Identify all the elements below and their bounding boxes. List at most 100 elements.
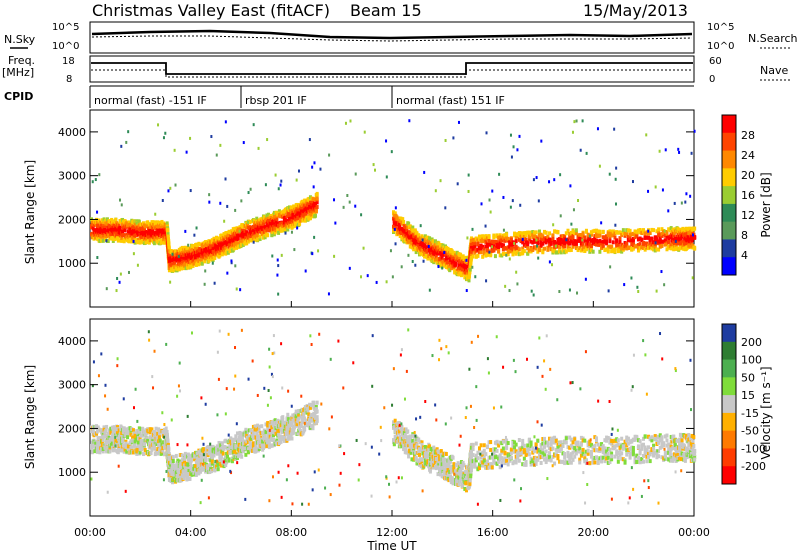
power-cell	[234, 264, 237, 268]
power-cell	[105, 287, 108, 291]
power-cell	[476, 238, 480, 243]
velocity-cell	[160, 442, 164, 447]
power-cell	[608, 229, 612, 234]
power-cell	[393, 227, 396, 231]
power-cell	[256, 237, 260, 242]
power-cell	[183, 245, 187, 250]
power-cell	[122, 239, 126, 244]
power-cell	[444, 138, 447, 142]
power-cell	[539, 240, 543, 245]
power-cell	[553, 240, 557, 245]
power-cell	[584, 229, 588, 234]
velocity-cell	[101, 449, 105, 454]
velocity-cell	[95, 424, 99, 429]
velocity-cell	[180, 465, 184, 470]
velocity-cell	[228, 450, 232, 455]
power-cell	[610, 231, 614, 236]
power-cell	[670, 246, 674, 251]
power-cell	[154, 230, 158, 235]
power-cell	[503, 251, 507, 256]
power-cell	[183, 261, 187, 266]
power-cell	[182, 256, 186, 261]
nave-tick-top: 60	[709, 56, 722, 67]
power-cell	[423, 251, 427, 256]
power-cell	[231, 238, 235, 243]
power-cell	[544, 230, 548, 235]
power-cell	[411, 259, 414, 263]
power-cell	[189, 260, 193, 265]
power-cell	[630, 246, 634, 251]
power-cell	[106, 233, 110, 238]
power-cell	[509, 244, 513, 249]
power-cell	[402, 234, 406, 239]
power-cell	[257, 227, 261, 232]
power-cell	[503, 238, 507, 243]
velocity-cell	[164, 426, 168, 431]
power-cell	[593, 234, 597, 239]
power-cell	[606, 249, 610, 254]
power-cell	[223, 249, 227, 254]
power-cell	[208, 200, 211, 204]
power-cell	[548, 237, 552, 242]
velocity-cell	[170, 468, 174, 473]
power-cell	[196, 252, 200, 257]
power-cell	[595, 242, 599, 247]
power-cell	[522, 249, 526, 254]
power-cell	[249, 187, 252, 191]
power-cell	[526, 240, 530, 245]
nave-label: Nave	[760, 64, 788, 77]
velocity-cell	[178, 478, 182, 483]
power-cell	[509, 249, 513, 254]
power-cell	[541, 241, 545, 246]
velocity-cell	[174, 453, 178, 458]
velocity-cell	[261, 439, 265, 444]
velocity-cell	[152, 443, 156, 448]
power-cell	[509, 237, 513, 242]
power-cell	[111, 225, 115, 230]
power-cell	[573, 120, 576, 124]
velocity-cell	[168, 455, 172, 460]
velocity-cell	[92, 433, 96, 438]
velocity-cell	[156, 447, 160, 452]
power-cell	[407, 239, 411, 244]
power-cell	[235, 231, 239, 236]
power-cell	[505, 246, 509, 251]
velocity-cell	[101, 446, 105, 451]
noise-left-tick-top: 10^5	[52, 22, 79, 33]
power-cell	[514, 239, 518, 244]
velocity-cell	[165, 429, 169, 434]
power-cell	[267, 212, 271, 217]
power-cell	[521, 246, 525, 251]
power-cell	[643, 247, 647, 252]
power-cell	[313, 201, 317, 206]
power-cell	[503, 246, 507, 251]
power-cell	[234, 208, 237, 212]
nsearch-label: N.Search	[748, 32, 798, 45]
power-cell	[548, 243, 552, 248]
velocity-cell	[145, 436, 149, 441]
power-cell	[236, 237, 240, 242]
power-cell	[603, 239, 607, 244]
power-cell	[544, 238, 548, 243]
power-cell	[297, 169, 300, 173]
power-cell	[579, 148, 582, 152]
power-cell	[564, 249, 568, 254]
power-cell	[531, 230, 535, 235]
power-cell	[583, 246, 587, 251]
velocity-cell	[150, 445, 154, 450]
power-cell	[136, 239, 140, 244]
power-cell	[675, 246, 679, 251]
power-cell	[690, 238, 694, 243]
power-cell	[142, 221, 146, 226]
power-cell	[534, 246, 538, 251]
power-cell	[583, 238, 587, 243]
power-cell	[404, 230, 408, 235]
power-cell	[308, 215, 312, 220]
power-cell	[524, 244, 528, 249]
power-cell	[563, 250, 567, 255]
velocity-cell	[209, 447, 213, 452]
power-cell	[247, 225, 251, 230]
power-cell	[136, 237, 140, 242]
power-cell	[424, 240, 428, 245]
velocity-cell	[251, 448, 255, 453]
